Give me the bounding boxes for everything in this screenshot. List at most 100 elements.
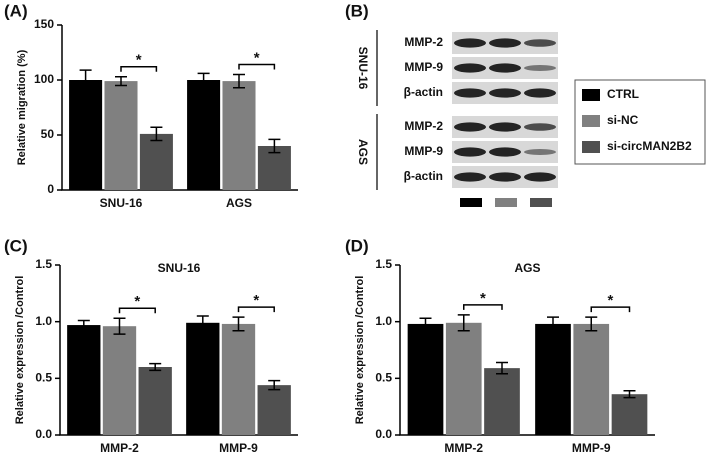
significance-mark: * bbox=[607, 292, 613, 309]
significance-bracket bbox=[238, 63, 276, 70]
significance-bracket bbox=[118, 307, 156, 314]
blot-band bbox=[489, 172, 521, 182]
y-tick-label: 0.5 bbox=[375, 371, 392, 385]
series bbox=[407, 316, 571, 435]
error-bar bbox=[457, 314, 470, 332]
blot-group-label: AGS bbox=[356, 139, 370, 165]
blot-band bbox=[524, 39, 556, 47]
error-bar bbox=[196, 315, 209, 331]
error-bar bbox=[268, 138, 281, 154]
blot-band bbox=[524, 172, 556, 182]
panel-label: (A) bbox=[4, 1, 28, 20]
significance-mark: * bbox=[480, 290, 486, 307]
bar bbox=[445, 322, 482, 435]
error-bar bbox=[115, 75, 127, 87]
bar bbox=[69, 80, 103, 190]
series bbox=[104, 73, 256, 190]
blot-band bbox=[489, 122, 521, 132]
legend: CTRL si-NC si-circMAN2B2 bbox=[574, 79, 706, 165]
error-bar bbox=[233, 73, 245, 89]
blot-band bbox=[454, 172, 486, 182]
blot-band bbox=[489, 63, 521, 73]
series bbox=[484, 361, 648, 435]
chart-title: SNU-16 bbox=[158, 261, 201, 275]
x-tick-label: SNU-16 bbox=[100, 196, 143, 210]
x-tick-label: MMP-2 bbox=[100, 441, 139, 453]
y-axis-label: Relative migration (%) bbox=[16, 49, 28, 165]
blot-band bbox=[489, 88, 521, 98]
blot-band bbox=[489, 147, 521, 157]
y-tick-label: 150 bbox=[34, 17, 54, 31]
bar bbox=[186, 322, 220, 435]
bar bbox=[407, 323, 444, 435]
panel-label: (B) bbox=[345, 1, 369, 20]
x-tick-label: MMP-9 bbox=[572, 441, 611, 453]
blot-row-label: β-actin bbox=[404, 85, 443, 99]
blot-band bbox=[454, 88, 486, 98]
error-bar bbox=[197, 72, 210, 88]
blot-band bbox=[524, 65, 556, 71]
error-bar bbox=[623, 390, 636, 399]
blot-row-label: MMP-2 bbox=[404, 119, 443, 133]
error-bar bbox=[496, 361, 508, 375]
y-axis-label: Relative expression /Control bbox=[14, 276, 26, 425]
significance-mark: * bbox=[136, 52, 142, 69]
legend-label: si-NC bbox=[607, 113, 639, 127]
bar bbox=[573, 323, 610, 435]
y-tick-label: 1.5 bbox=[375, 257, 392, 271]
significance-mark: * bbox=[253, 292, 259, 309]
bar bbox=[102, 326, 137, 435]
y-tick-label: 100 bbox=[34, 72, 54, 86]
blot-band bbox=[454, 63, 486, 73]
series bbox=[67, 315, 220, 435]
bar bbox=[535, 323, 571, 435]
y-tick-label: 50 bbox=[41, 127, 55, 141]
x-tick-label: MMP-9 bbox=[219, 441, 258, 453]
series bbox=[139, 126, 291, 190]
bar bbox=[484, 368, 520, 435]
significance-bracket bbox=[120, 65, 158, 72]
x-tick-label: MMP-2 bbox=[444, 441, 483, 453]
error-bar bbox=[547, 316, 559, 332]
error-bar bbox=[113, 317, 126, 335]
bar bbox=[67, 325, 101, 435]
series bbox=[69, 69, 221, 190]
significance-bracket bbox=[237, 306, 275, 313]
y-axis-label: Relative expression /Control bbox=[354, 276, 366, 425]
significance-mark: * bbox=[254, 49, 260, 66]
significance-mark: * bbox=[134, 293, 140, 310]
bar bbox=[104, 81, 138, 190]
y-tick-label: 0 bbox=[47, 182, 54, 196]
error-bar bbox=[149, 362, 162, 372]
legend-swatch bbox=[582, 141, 600, 153]
y-tick-label: 1.5 bbox=[35, 257, 52, 271]
error-bar bbox=[585, 316, 598, 332]
legend-label: si-circMAN2B2 bbox=[607, 139, 692, 153]
lane-key bbox=[460, 198, 482, 207]
legend-label: CTRL bbox=[607, 87, 639, 101]
error-bar bbox=[77, 319, 90, 331]
blot-band bbox=[524, 123, 556, 131]
error-bar bbox=[79, 69, 92, 91]
panel-label: (C) bbox=[4, 236, 28, 255]
bar bbox=[257, 385, 291, 435]
y-tick-label: 0.5 bbox=[35, 371, 52, 385]
significance-bracket bbox=[590, 306, 631, 313]
blot-band bbox=[454, 147, 486, 157]
y-tick-label: 0.0 bbox=[35, 427, 52, 441]
blot-row-label: MMP-9 bbox=[404, 60, 443, 74]
y-tick-label: 1.0 bbox=[35, 314, 52, 328]
x-tick-label: AGS bbox=[226, 196, 252, 210]
bar bbox=[611, 394, 648, 435]
significance-bracket bbox=[463, 304, 503, 310]
lane-key bbox=[530, 198, 552, 207]
blot-band bbox=[524, 88, 556, 98]
y-tick-label: 1.0 bbox=[375, 314, 392, 328]
bar bbox=[138, 367, 172, 435]
blot-band bbox=[454, 38, 486, 48]
y-tick-label: 0.0 bbox=[375, 427, 392, 441]
blot-row-label: β-actin bbox=[404, 169, 443, 183]
blot-row-label: MMP-2 bbox=[404, 35, 443, 49]
